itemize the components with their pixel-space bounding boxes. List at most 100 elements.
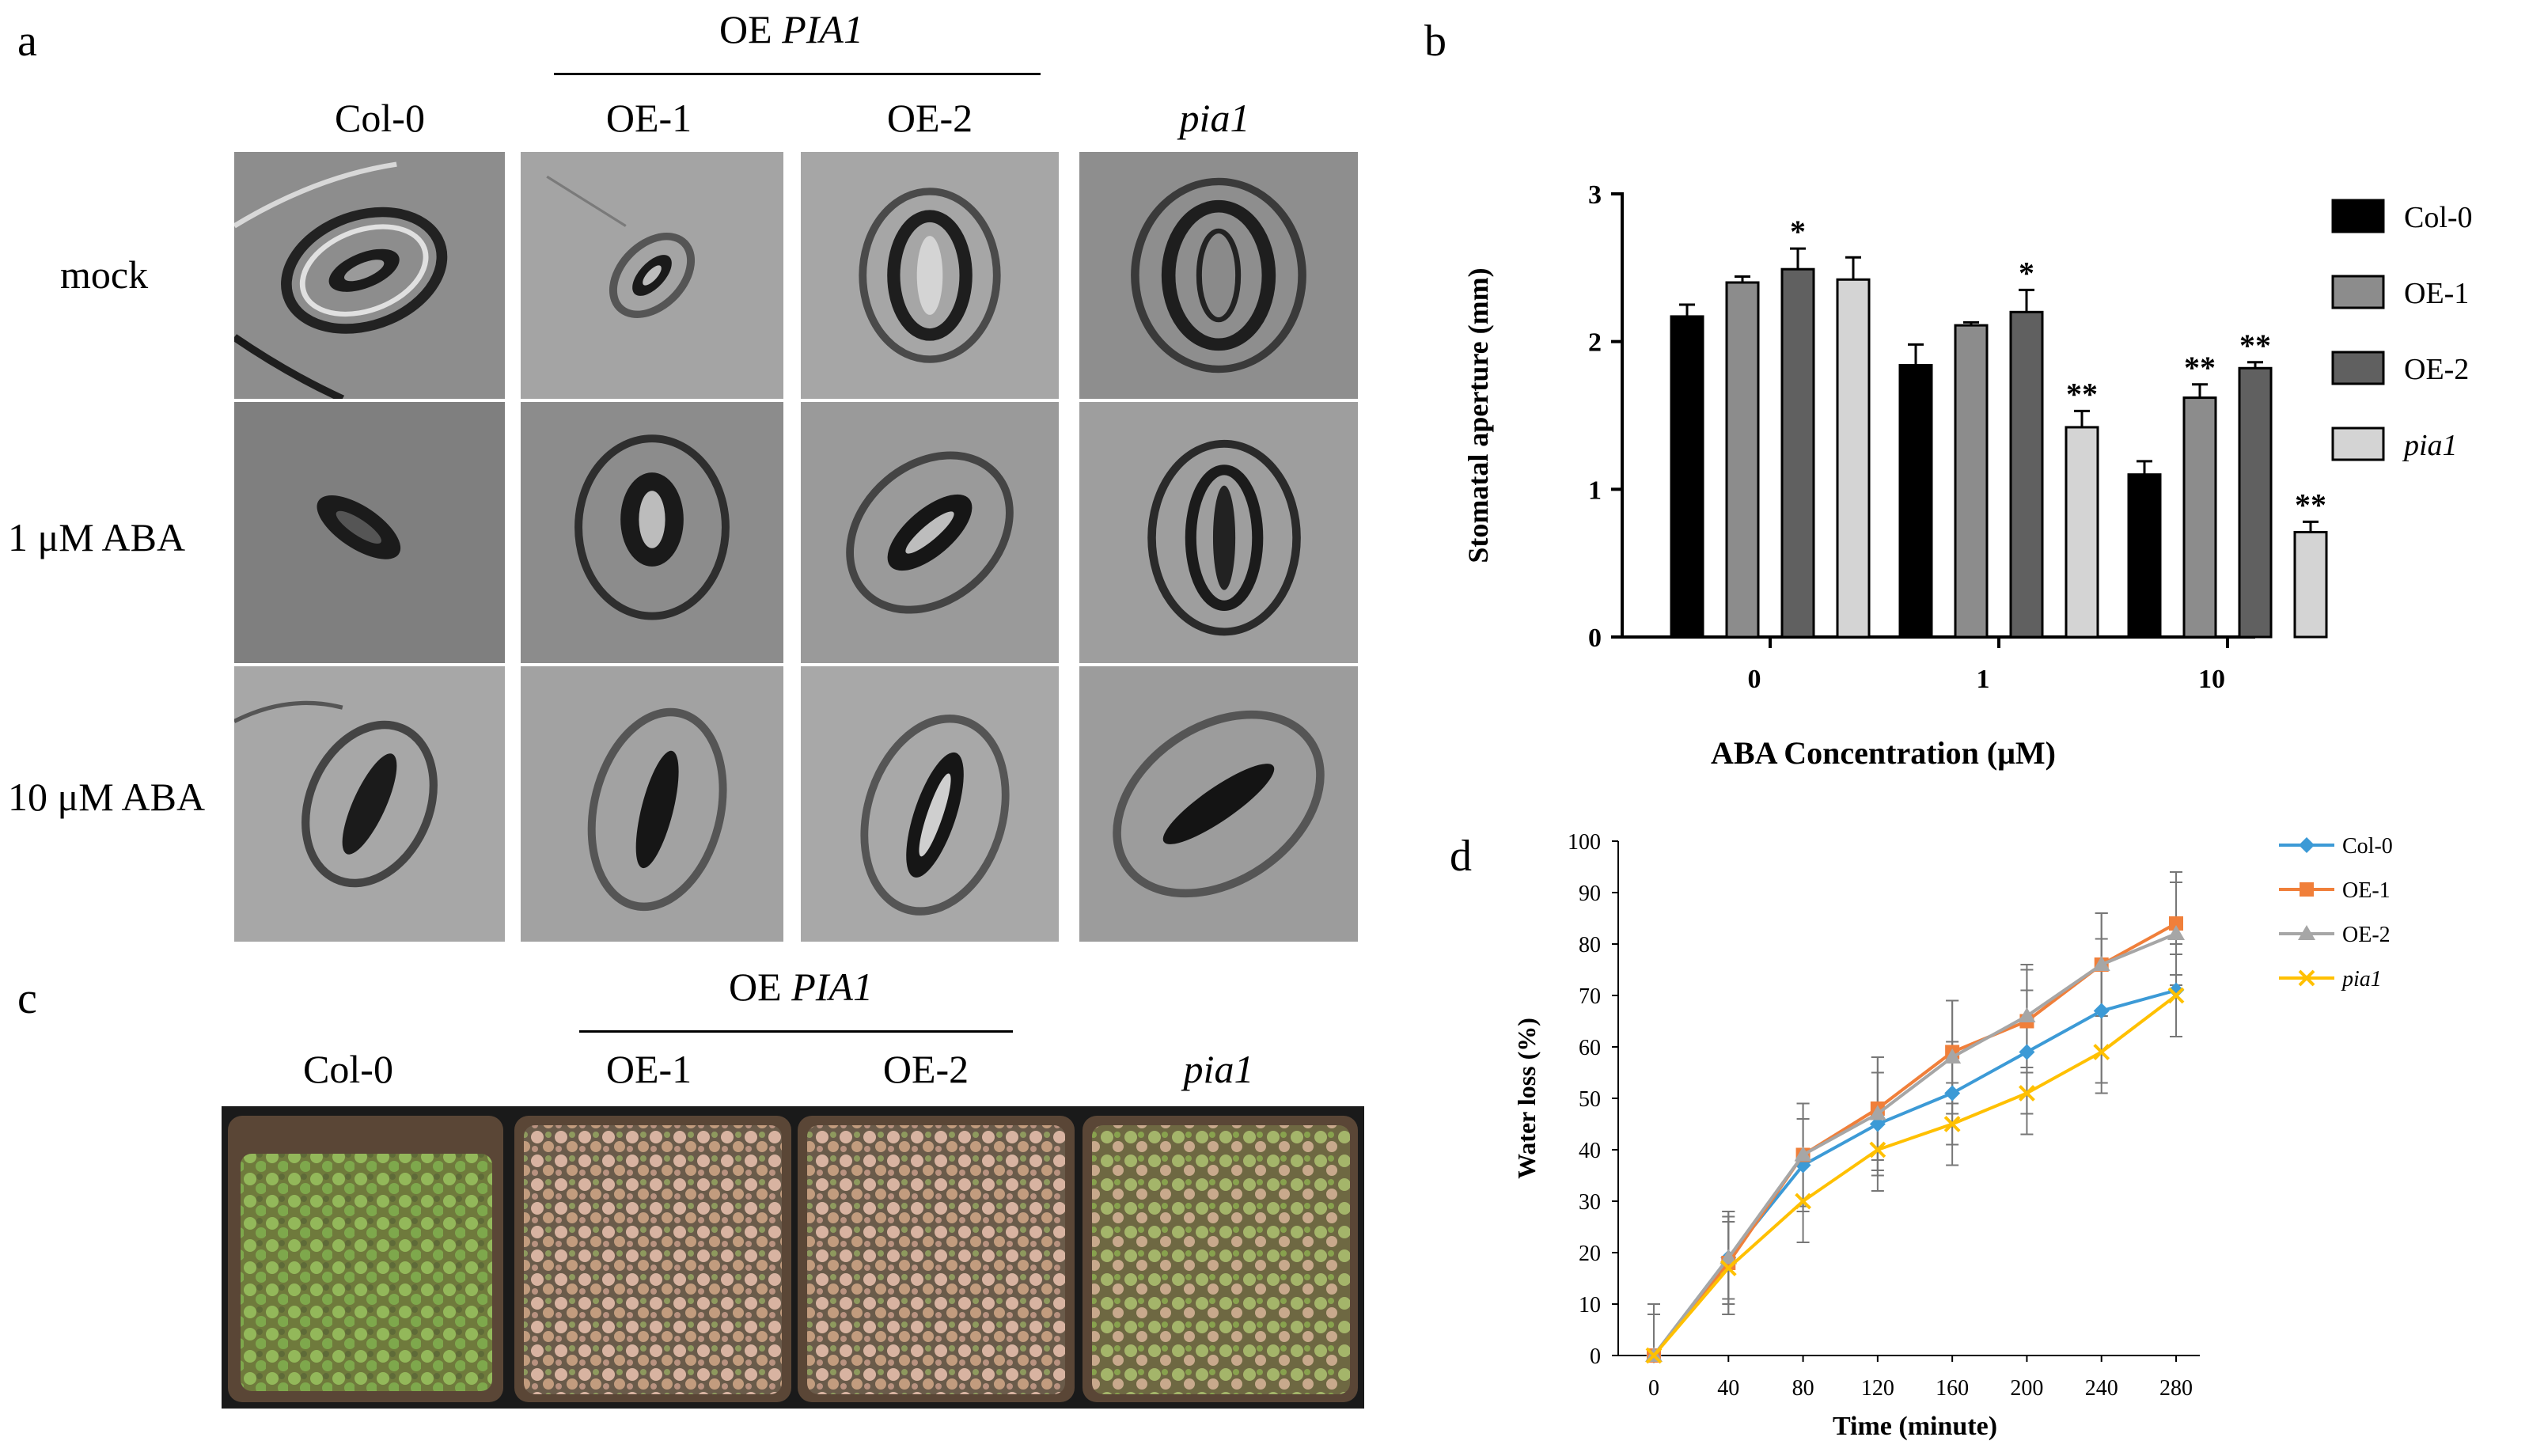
stomata-micrograph-oe1-1uM	[521, 402, 783, 663]
line-chart-y-tick-label: 30	[1579, 1190, 1601, 1215]
line-point-OE-1	[2169, 916, 2183, 931]
bar-legend-label-Col-0: Col-0	[2404, 201, 2473, 234]
panel-a-row-label-1uM: 1 μM ABA	[8, 515, 186, 559]
line-point-pia1	[2167, 987, 2185, 1004]
line-legend-label-OE-2: OE-2	[2342, 923, 2391, 947]
line-point-OE-2	[1794, 1146, 1812, 1162]
line-chart-y-tick-label: 10	[1579, 1293, 1601, 1318]
panel-c-group-label: OE PIA1	[729, 965, 873, 1009]
line-chart-y-tick-label: 70	[1579, 984, 1601, 1009]
line-point-pia1	[2093, 1044, 2110, 1060]
line-point-pia1	[1645, 1347, 1663, 1364]
panel-a-col-label-oe2: OE-2	[886, 96, 973, 140]
panel-a-row-label-10uM: 10 μM ABA	[8, 775, 206, 819]
bar-legend-swatch-OE-1	[2331, 275, 2385, 309]
bar-OE-2-0	[1780, 267, 1815, 639]
panel-label-a: a	[17, 17, 37, 66]
bar-chart-x-tick-label: 0	[1748, 665, 1761, 694]
line-point-pia1	[1943, 1116, 1961, 1132]
line-chart-y-axis-label: Water loss (%)	[1512, 1018, 1541, 1179]
bar-OE-1-10	[2182, 396, 2217, 639]
panel-c-col-label-oe2: OE-2	[882, 1047, 969, 1091]
line-point-OE-2	[2167, 925, 2185, 940]
line-chart-x-tick-label: 40	[1717, 1376, 1739, 1401]
panel-c-col-label-oe1: OE-1	[605, 1047, 692, 1091]
line-chart-x-tick-label: 120	[1861, 1376, 1894, 1401]
bar-legend-swatch-OE-2	[2331, 351, 2385, 385]
bar-Col-0-0	[1670, 315, 1704, 639]
stomata-micrograph-oe1-mock	[521, 152, 783, 399]
line-point-OE-2	[1868, 1105, 1886, 1120]
panel-a-group-label: OE PIA1	[719, 7, 863, 51]
stomata-micrograph-oe2-1uM	[801, 402, 1059, 663]
line-series-pia1	[1652, 994, 2178, 1357]
bar-OE-1-1	[1954, 324, 1989, 639]
panel-a-group-rule	[554, 73, 1041, 75]
line-point-OE-2	[1720, 1249, 1738, 1265]
bar-pia1-10	[2293, 530, 2328, 639]
bar-significance-mark: *	[2019, 255, 2034, 290]
bar-chart-y-tick-label: 0	[1588, 624, 1602, 653]
bar-significance-mark: **	[2239, 328, 2271, 363]
bar-legend-swatch-Col-0	[2331, 199, 2385, 233]
line-point-OE-2	[2092, 956, 2110, 971]
line-legend-marker-OE-2	[2298, 925, 2315, 940]
line-chart-x-tick-label: 80	[1792, 1376, 1814, 1401]
panel-a-row-label-mock: mock	[60, 252, 149, 297]
bar-legend-label-OE-1: OE-1	[2404, 277, 2469, 310]
stomata-micrograph-pia1-mock	[1079, 152, 1358, 399]
line-chart-y-tick-label: 90	[1579, 882, 1601, 906]
stomata-micrograph-col0-mock	[234, 152, 505, 399]
line-point-OE-2	[2018, 1007, 2036, 1022]
panel-c-col-label-col0: Col-0	[303, 1047, 393, 1091]
line-chart-x-tick-label: 240	[2085, 1376, 2118, 1401]
panel-a-col-label-col0: Col-0	[335, 96, 425, 140]
line-point-Col-0	[2168, 982, 2184, 999]
panel-c-group-rule	[579, 1030, 1013, 1033]
line-series-Col-0	[1652, 988, 2177, 1357]
bar-significance-mark: *	[1790, 214, 1806, 249]
bar-OE-2-1	[2009, 310, 2044, 639]
stomata-micrograph-oe2-mock	[801, 152, 1059, 399]
bar-chart-y-tick-label: 3	[1588, 180, 1602, 210]
line-legend-marker-Col-0	[2299, 837, 2315, 853]
line-chart-x-tick-label: 0	[1648, 1376, 1659, 1401]
bar-significance-mark: **	[2295, 487, 2326, 522]
bar-significance-mark: **	[2184, 350, 2216, 385]
bar-legend-label-OE-2: OE-2	[2404, 353, 2469, 386]
line-chart-x-tick-label: 160	[1936, 1376, 1969, 1401]
line-point-Col-0	[2093, 1003, 2110, 1019]
stomata-micrograph-oe1-10uM	[521, 666, 783, 942]
panel-label-b: b	[1424, 17, 1447, 66]
panel-label-d: d	[1450, 832, 1472, 881]
panel-c-col-label-pia1: pia1	[1183, 1047, 1254, 1091]
line-legend-label-OE-1: OE-1	[2342, 878, 2391, 903]
line-legend-marker-OE-1	[2300, 882, 2314, 897]
seedling-tray-photo	[222, 1106, 1364, 1409]
panel-a-col-label-pia1: pia1	[1179, 96, 1250, 140]
bar-pia1-1	[2065, 426, 2099, 639]
line-chart-y-tick-label: 80	[1579, 933, 1601, 957]
line-series-OE-2	[1652, 932, 2177, 1357]
line-chart-y-tick-label: 100	[1568, 830, 1601, 855]
line-chart-y-tick-label: 40	[1579, 1139, 1601, 1163]
bar-legend-label-pia1: pia1	[2402, 429, 2458, 462]
stomata-micrograph-oe2-10uM	[801, 666, 1059, 942]
line-chart-x-tick-label: 280	[2159, 1376, 2193, 1401]
line-chart-y-tick-label: 0	[1590, 1344, 1601, 1369]
line-point-OE-2	[1943, 1048, 1962, 1064]
bar-legend-swatch-pia1	[2331, 427, 2385, 461]
line-legend-marker-pia1	[2298, 969, 2315, 987]
stomata-micrograph-col0-10uM	[234, 666, 505, 942]
panel-label-c: c	[17, 974, 37, 1023]
line-series-OE-1	[1652, 922, 2177, 1357]
bar-chart-x-axis-label: ABA Concentration (μM)	[1711, 735, 2056, 771]
line-chart-x-axis-label: Time (minute)	[1833, 1412, 1997, 1441]
bar-OE-1-0	[1725, 281, 1760, 639]
line-point-Col-0	[1944, 1085, 1961, 1101]
bar-chart-y-axis-label: Stomatal aperture (mm)	[1462, 267, 1494, 563]
line-point-pia1	[1720, 1260, 1737, 1276]
bar-chart-x-tick-label: 10	[2198, 665, 2225, 694]
stomata-micrograph-pia1-1uM	[1079, 402, 1358, 663]
